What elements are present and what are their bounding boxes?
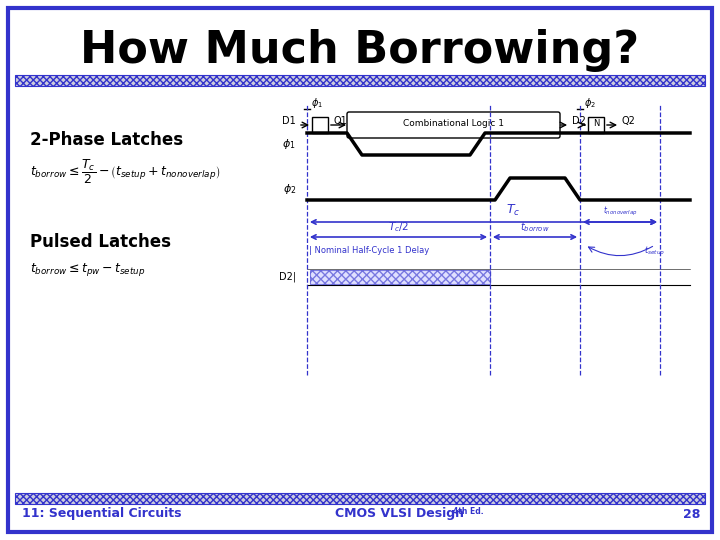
Text: D1: D1	[282, 116, 296, 126]
Text: N: N	[593, 119, 599, 129]
Text: $t_{borrow} \leq t_{pw} - t_{setup}$: $t_{borrow} \leq t_{pw} - t_{setup}$	[30, 261, 145, 279]
Bar	[15, 75, 705, 86]
Bar	[15, 493, 705, 504]
Text: Q1: Q1	[334, 116, 348, 126]
Text: $t_{setup}$: $t_{setup}$	[644, 245, 666, 258]
Text: | Nominal Half-Cycle 1 Delay: | Nominal Half-Cycle 1 Delay	[309, 246, 429, 255]
Bar	[588, 117, 604, 133]
Text: $\phi_1$: $\phi_1$	[311, 96, 323, 110]
Text: $t_{nonoverlap}$: $t_{nonoverlap}$	[603, 205, 637, 218]
Text: 4th Ed.: 4th Ed.	[453, 507, 484, 516]
Text: Q2: Q2	[621, 116, 635, 126]
Text: $t_{borrow} \leq \dfrac{T_c}{2} - \left(t_{setup} + t_{nonoverlap}\right)$: $t_{borrow} \leq \dfrac{T_c}{2} - \left(…	[30, 158, 220, 186]
Text: $\phi_1$: $\phi_1$	[282, 137, 296, 151]
Bar	[310, 270, 490, 284]
Text: CMOS VLSI Design: CMOS VLSI Design	[335, 508, 464, 521]
Text: D2|: D2|	[279, 272, 296, 282]
Text: How Much Borrowing?: How Much Borrowing?	[81, 29, 639, 71]
Text: 28: 28	[683, 508, 700, 521]
Text: D2: D2	[572, 116, 586, 126]
Bar	[312, 117, 328, 133]
Text: $\phi_2$: $\phi_2$	[282, 182, 296, 196]
Text: $T_c$: $T_c$	[506, 203, 521, 218]
Text: $T_c/2$: $T_c/2$	[388, 220, 409, 234]
Text: Combinational Logic 1: Combinational Logic 1	[403, 119, 504, 129]
Text: Pulsed Latches: Pulsed Latches	[30, 233, 171, 251]
Text: $t_{borrow}$: $t_{borrow}$	[520, 220, 550, 234]
Text: 11: Sequential Circuits: 11: Sequential Circuits	[22, 508, 181, 521]
Text: $\phi_2$: $\phi_2$	[584, 96, 596, 110]
Text: 2-Phase Latches: 2-Phase Latches	[30, 131, 183, 149]
